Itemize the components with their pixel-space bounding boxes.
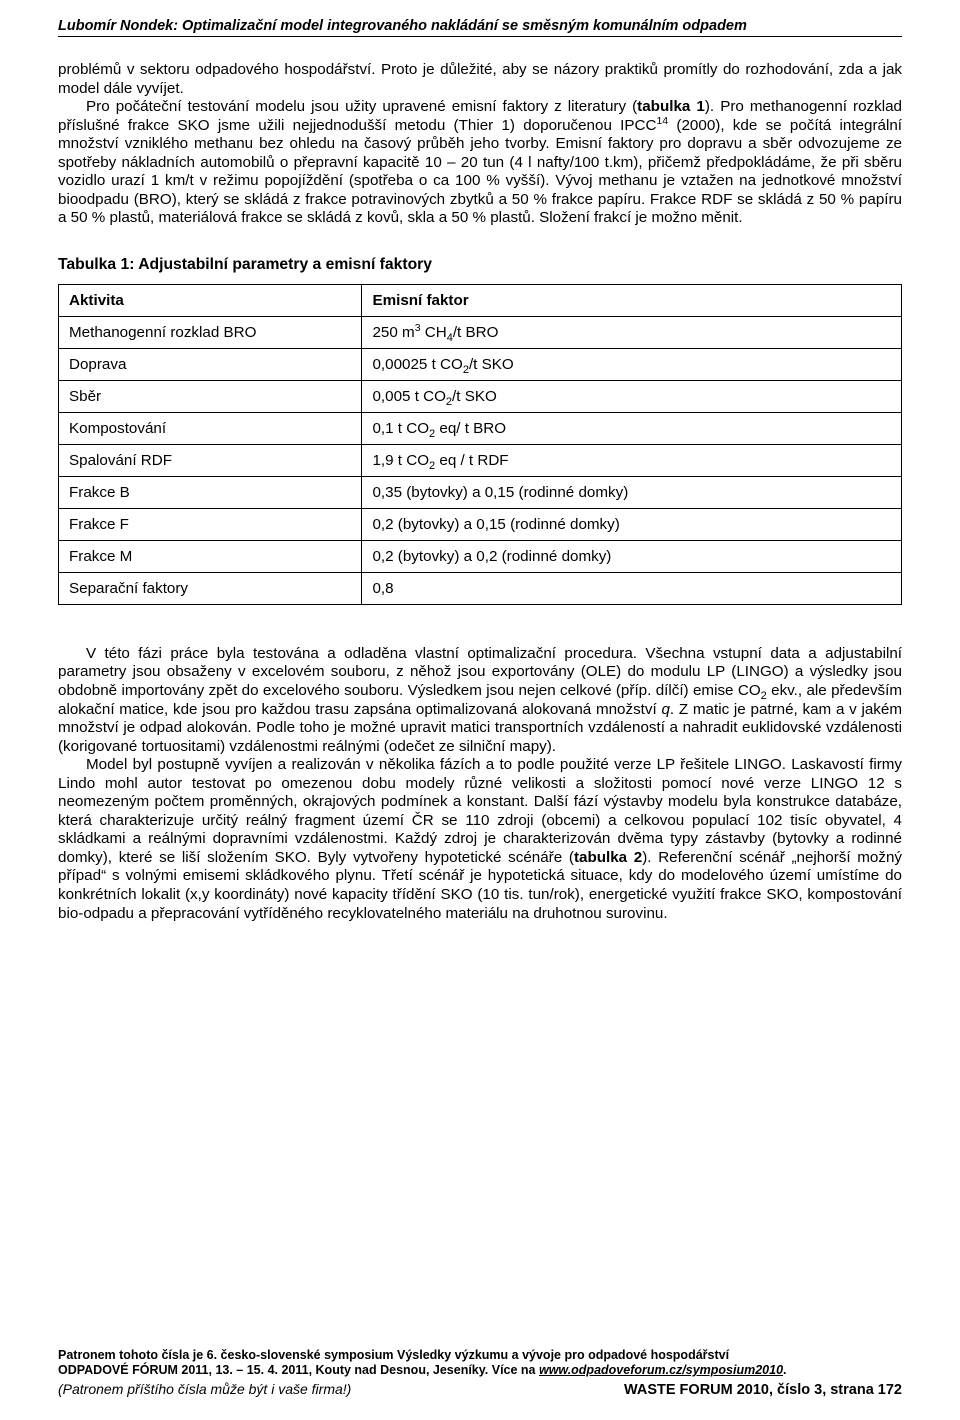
table1-title: Tabulka 1: Adjustabilní parametry a emis… — [58, 256, 902, 274]
table-row: Spalování RDF1,9 t CO2 eq / t RDF — [59, 444, 902, 476]
p2-b: Model byl postupně vyvíjen a realizován … — [58, 756, 902, 923]
table-cell: Frakce B — [59, 476, 362, 508]
table-header-row: Aktivita Emisní faktor — [59, 284, 902, 316]
footer-sponsor-line2: ODPADOVÉ FÓRUM 2011, 13. – 15. 4. 2011, … — [58, 1363, 902, 1379]
table-cell: 0,00025 t CO2/t SKO — [362, 348, 902, 380]
table-row: Frakce M0,2 (bytovky) a 0,2 (rodinné dom… — [59, 540, 902, 572]
table-cell: Sběr — [59, 380, 362, 412]
table-row: Kompostování0,1 t CO2 eq/ t BRO — [59, 412, 902, 444]
footer-page-ref: WASTE FORUM 2010, číslo 3, strana 172 — [624, 1382, 902, 1398]
p1-a: problémů v sektoru odpadového hospodářst… — [58, 61, 902, 97]
table-row: Methanogenní rozklad BRO250 m3 CH4/t BRO — [59, 316, 902, 348]
table-row: Frakce F0,2 (bytovky) a 0,15 (rodinné do… — [59, 508, 902, 540]
table-header-activity: Aktivita — [59, 284, 362, 316]
table-emission-factors: Aktivita Emisní faktor Methanogenní rozk… — [58, 284, 902, 605]
table-cell: Frakce M — [59, 540, 362, 572]
table-cell: Methanogenní rozklad BRO — [59, 316, 362, 348]
main-paragraph-2: V této fázi práce byla testována a odlad… — [58, 645, 902, 923]
table-cell: 1,9 t CO2 eq / t RDF — [362, 444, 902, 476]
footer-line2-post: . — [783, 1363, 786, 1377]
table-cell: 0,1 t CO2 eq/ t BRO — [362, 412, 902, 444]
footer-url[interactable]: www.odpadoveforum.cz/symposium2010 — [539, 1363, 783, 1377]
table-row: Sběr0,005 t CO2/t SKO — [59, 380, 902, 412]
table-cell: Spalování RDF — [59, 444, 362, 476]
table-cell: Frakce F — [59, 508, 362, 540]
footer-sponsor-line1: Patronem tohoto čísla je 6. česko-sloven… — [58, 1348, 902, 1364]
footer-line2-pre: ODPADOVÉ FÓRUM 2011, 13. – 15. 4. 2011, … — [58, 1363, 539, 1377]
table-cell: 250 m3 CH4/t BRO — [362, 316, 902, 348]
p1-b: Pro počáteční testování modelu jsou užit… — [58, 98, 902, 228]
table-cell: Separační faktory — [59, 572, 362, 604]
table-row: Separační faktory0,8 — [59, 572, 902, 604]
table-row: Frakce B0,35 (bytovky) a 0,15 (rodinné d… — [59, 476, 902, 508]
table-cell: Kompostování — [59, 412, 362, 444]
table-cell: 0,005 t CO2/t SKO — [362, 380, 902, 412]
table-cell: 0,35 (bytovky) a 0,15 (rodinné domky) — [362, 476, 902, 508]
page-footer: Patronem tohoto čísla je 6. česko-sloven… — [58, 1348, 902, 1398]
table-cell: 0,2 (bytovky) a 0,15 (rodinné domky) — [362, 508, 902, 540]
table-cell: Doprava — [59, 348, 362, 380]
document-page: Lubomír Nondek: Optimalizační model inte… — [0, 0, 960, 1420]
table-row: Doprava0,00025 t CO2/t SKO — [59, 348, 902, 380]
header-author-title: Lubomír Nondek: Optimalizační model inte… — [58, 18, 902, 37]
table-cell: 0,8 — [362, 572, 902, 604]
table-cell: 0,2 (bytovky) a 0,2 (rodinné domky) — [362, 540, 902, 572]
p2-a: V této fázi práce byla testována a odlad… — [58, 645, 902, 756]
table-header-factor: Emisní faktor — [362, 284, 902, 316]
main-paragraph-1: problémů v sektoru odpadového hospodářst… — [58, 61, 902, 228]
footer-patron-note: (Patronem příštího čísla může být i vaše… — [58, 1381, 351, 1397]
